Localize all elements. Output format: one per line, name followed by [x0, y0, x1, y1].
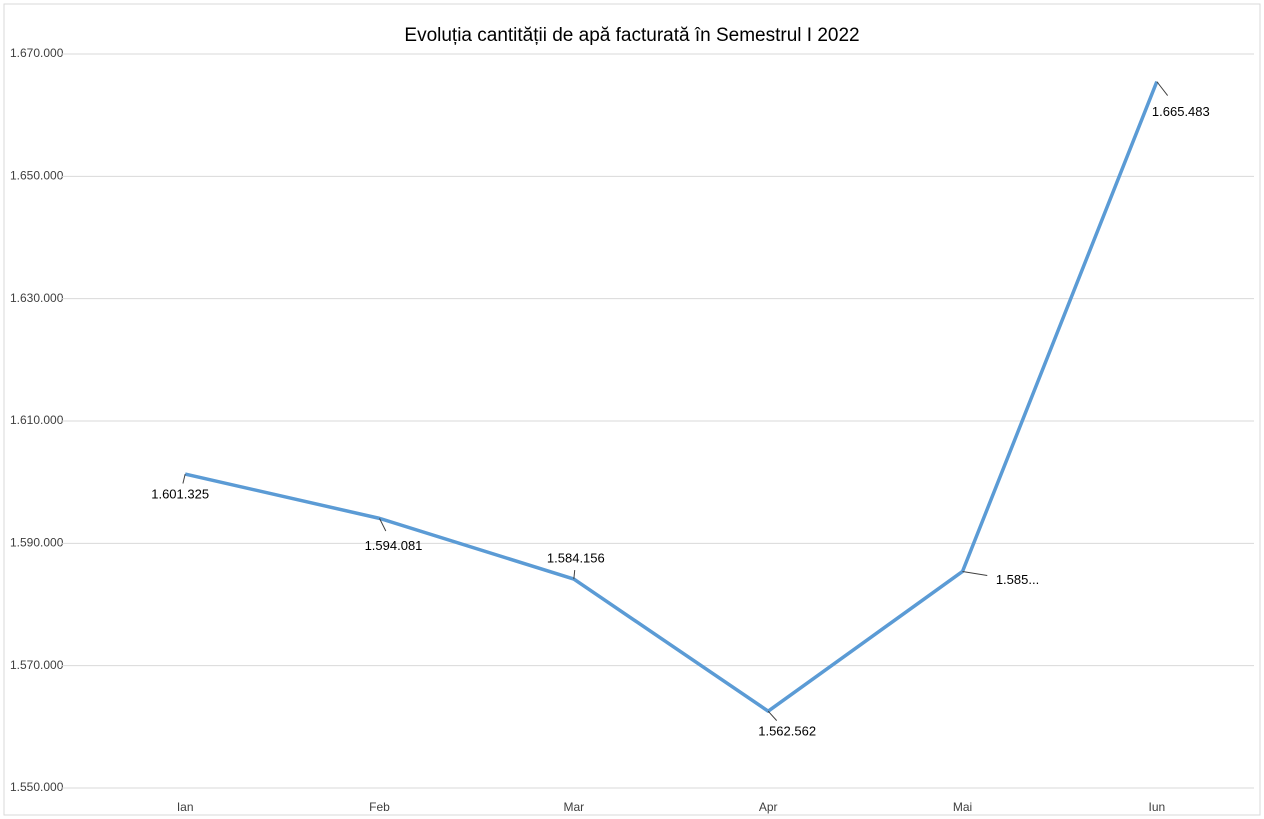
chart-title: Evoluția cantității de apă facturată în … — [404, 25, 859, 46]
data-label: 1.665.483 — [1152, 104, 1210, 119]
leader-line — [182, 473, 186, 484]
leader-line — [1156, 81, 1169, 96]
y-tick-label: 1.570.000 — [10, 658, 64, 672]
data-label: 1.584.156 — [547, 551, 605, 566]
x-tick-label: Mai — [953, 800, 972, 814]
y-tick-label: 1.650.000 — [10, 169, 64, 183]
data-label: 1.594.081 — [365, 538, 423, 553]
x-tick-label: Mar — [563, 800, 584, 814]
data-label: 1.562.562 — [758, 724, 816, 739]
x-tick-label: Feb — [369, 800, 390, 814]
x-tick-label: Apr — [759, 800, 778, 814]
x-tick-label: Ian — [177, 800, 194, 814]
data-label: 1.601.325 — [151, 486, 209, 501]
y-tick-label: 1.670.000 — [10, 46, 64, 60]
leader-line — [767, 710, 778, 721]
chart-frame — [3, 3, 1261, 816]
x-tick-label: Iun — [1148, 800, 1165, 814]
leader-line — [962, 570, 988, 577]
y-tick-label: 1.550.000 — [10, 780, 64, 794]
leader-line — [379, 518, 387, 532]
line-series — [184, 80, 1159, 713]
y-tick-label: 1.610.000 — [10, 413, 64, 427]
y-tick-label: 1.630.000 — [10, 291, 64, 305]
leader-line — [573, 570, 576, 580]
data-label: 1.585... — [996, 572, 1039, 587]
y-tick-label: 1.590.000 — [10, 536, 64, 550]
